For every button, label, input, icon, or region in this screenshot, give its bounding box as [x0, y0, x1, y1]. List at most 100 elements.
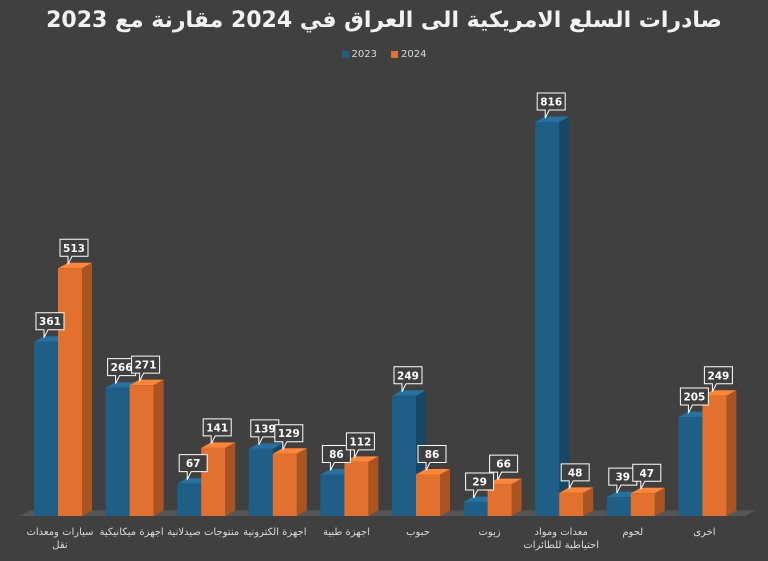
bar-2023-3-front [248, 448, 273, 516]
category-label-4: اجهزة طبية [323, 527, 370, 538]
data-label-2024-3-box [274, 424, 304, 450]
bar-2024-4-side [368, 456, 379, 516]
category-label-0-line-0: سيارات ومعدات [26, 527, 93, 538]
bar-2023-1-front [105, 387, 130, 516]
bar-2023-3-top [248, 443, 283, 449]
data-label-2024-9-text: 249 [707, 370, 729, 382]
bar-2024-9-top [702, 390, 737, 396]
legend-item-2024: 2024 [391, 49, 426, 60]
bar-2024-3 [272, 448, 307, 516]
data-label-2024-5-text: 86 [425, 449, 440, 461]
bar-2024-1-side [153, 379, 164, 516]
bar-2024-5-side [440, 468, 450, 516]
legend-label-2023: 2023 [351, 49, 377, 60]
bar-2024-5-top [416, 468, 450, 475]
bar-2024-1 [129, 379, 164, 516]
data-label-2024-7: 48 [560, 463, 590, 490]
category-label-7-line-1: احتياطية للطائرات [523, 540, 599, 551]
legend-label-2024: 2024 [401, 49, 427, 60]
data-label-2024-1-box [131, 355, 161, 382]
data-label-2023-3-box [250, 419, 280, 446]
data-label-2023-5: 249 [393, 366, 423, 392]
bar-2024-9-side [726, 390, 737, 516]
bar-2024-2 [201, 442, 236, 516]
data-label-2023-9-text: 205 [683, 392, 705, 404]
bar-2023-6-front [463, 501, 488, 516]
category-label-5-line-0: حبوب [406, 527, 430, 538]
data-label-2024-4-text: 112 [349, 436, 371, 448]
category-label-4-line-0: اجهزة طبية [323, 527, 370, 538]
bar-2024-3-front [272, 453, 297, 516]
bar-2023-2-front [177, 483, 202, 516]
data-label-2023-5-box [393, 366, 423, 392]
chart-title: صادرات السلع الامريكية الى العراق في 202… [46, 8, 722, 33]
data-label-2024-9-box [703, 366, 733, 392]
data-label-2023-5-text: 249 [397, 370, 419, 382]
category-label-6: زيوت [478, 527, 500, 538]
bar-2023-5-front [392, 395, 416, 516]
category-label-1-line-0: اجهزة ميكانيكية [100, 527, 164, 538]
bar-2023-7-side [559, 116, 570, 516]
data-label-2023-7: 816 [536, 92, 566, 119]
data-label-2023-0: 361 [35, 312, 65, 338]
data-label-2024-0: 513 [59, 238, 89, 265]
legend-swatch-2024 [391, 51, 398, 58]
bar-2023-4-front [320, 474, 345, 516]
data-label-2024-3-text: 129 [278, 428, 300, 440]
data-label-2023-0-box [35, 312, 65, 338]
bar-2024-0-front [58, 268, 82, 516]
category-label-1: اجهزة ميكانيكية [100, 527, 164, 538]
data-label-2023-3: 139 [250, 419, 280, 446]
data-label-2024-5: 86 [417, 444, 447, 471]
bar-2024-7-front [559, 492, 584, 516]
data-label-2023-4-text: 86 [329, 449, 344, 461]
data-label-2024-1-text: 271 [135, 360, 157, 372]
data-label-2024-2-text: 141 [206, 422, 228, 434]
data-label-2024-2-box [202, 418, 232, 445]
bar-2024-8-top [630, 487, 665, 494]
bar-2024-5-front [416, 474, 440, 516]
legend: 2023 2024 [0, 49, 768, 60]
data-label-2024-0-text: 513 [63, 243, 85, 255]
data-label-2024-5-box [417, 444, 447, 471]
data-label-2023-2: 67 [178, 454, 208, 480]
data-label-2024-4: 112 [345, 432, 375, 459]
bar-2024-6-side [511, 478, 522, 516]
data-label-2023-8-text: 39 [615, 472, 630, 484]
category-label-0-line-1: نقل [52, 540, 67, 551]
category-label-9: اخرى [693, 527, 715, 538]
bar-2023-8-front [606, 497, 631, 516]
data-label-2024-8-box [632, 463, 662, 490]
bar-2024-7-side [583, 487, 594, 516]
bar-2023-5-top [392, 390, 426, 396]
data-label-2023-6: 29 [465, 472, 495, 499]
bar-2024-3-side [296, 448, 307, 516]
data-label-2024-1: 271 [131, 355, 161, 382]
category-label-2-line-0: منتوجات صيدلانية [167, 527, 239, 538]
data-label-2024-2: 141 [202, 418, 232, 445]
category-label-3-line-0: اجهزة الكترونية [243, 527, 306, 538]
data-label-2024-9: 249 [703, 366, 733, 392]
bar-2024-8-front [630, 493, 655, 516]
data-label-2023-1-text: 266 [111, 362, 133, 374]
data-label-2023-9-box [679, 387, 709, 414]
legend-item-2023: 2023 [341, 49, 377, 60]
data-label-2023-2-text: 67 [186, 458, 201, 470]
bar-2023-7 [535, 116, 570, 516]
bar-2024-1-front [129, 385, 154, 516]
data-label-2023-6-box [465, 472, 495, 499]
data-label-2023-9: 205 [679, 387, 709, 414]
data-label-2023-6-text: 29 [472, 476, 487, 488]
category-label-7-line-0: معدات ومواد [535, 527, 588, 538]
bar-2024-0 [58, 262, 92, 516]
category-label-9-line-0: اخرى [693, 527, 715, 538]
data-label-2024-3: 129 [274, 424, 304, 450]
bar-2024-0-side [82, 262, 92, 516]
data-label-2023-3-text: 139 [254, 423, 276, 435]
bar-2024-9 [702, 390, 737, 516]
bar-2024-0-top [58, 262, 92, 269]
bar-2024-9-front [702, 395, 727, 516]
data-label-2024-8: 47 [632, 463, 662, 490]
data-label-2024-4-box [345, 432, 375, 459]
